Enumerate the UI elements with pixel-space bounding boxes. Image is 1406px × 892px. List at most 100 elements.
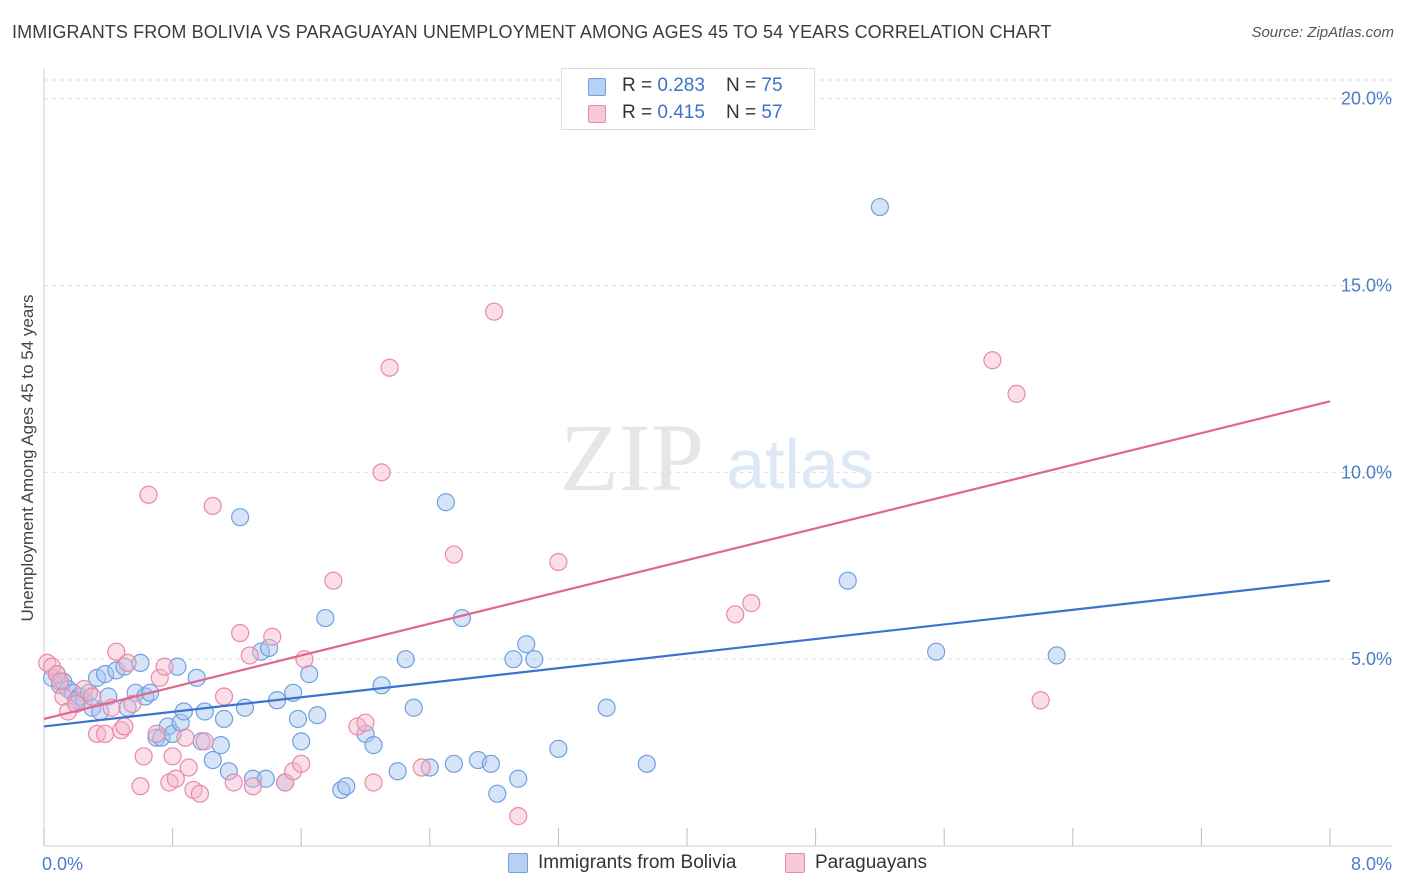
data-point: [356, 713, 375, 732]
data-point: [139, 485, 158, 504]
data-point: [243, 777, 263, 796]
data-point: [742, 594, 761, 613]
trend-lines: [43, 400, 1331, 728]
data-point: [637, 754, 656, 773]
tick-labels: 5.0% 10.0% 15.0% 20.0% 0.0% 8.0%: [42, 89, 1392, 874]
data-point: [388, 762, 407, 781]
data-point: [485, 302, 504, 321]
axes: [43, 68, 1392, 847]
data-point: [597, 698, 616, 717]
data-point: [219, 762, 238, 781]
bottom-legend-swatch-bolivia: [508, 853, 528, 873]
data-point: [166, 769, 185, 788]
watermark-zip: ZIP: [560, 404, 704, 511]
trend-line: [43, 400, 1331, 721]
data-point: [1031, 691, 1050, 710]
data-point: [444, 545, 464, 564]
data-point: [83, 687, 102, 706]
data-point: [364, 773, 383, 792]
data-point: [67, 694, 86, 714]
data-point: [316, 608, 335, 628]
data-point: [488, 784, 507, 803]
data-point: [214, 709, 234, 729]
bottom-legend-swatch-paraguayans: [785, 853, 805, 873]
data-point: [263, 627, 282, 646]
data-point: [163, 747, 182, 766]
legend-r-value-bolivia: 0.283: [657, 75, 705, 96]
data-point: [131, 777, 150, 796]
data-point: [243, 769, 263, 788]
data-point: [481, 754, 500, 773]
data-point: [259, 638, 279, 658]
data-point: [131, 653, 150, 673]
data-point: [214, 687, 234, 706]
data-point: [509, 769, 528, 788]
data-point: [203, 750, 222, 770]
data-point: [870, 197, 890, 217]
data-point: [404, 698, 423, 717]
data-point: [118, 653, 137, 673]
data-point: [337, 777, 356, 796]
data-point: [444, 754, 464, 773]
y-tick-label: 15.0%: [1341, 276, 1392, 296]
data-point: [95, 724, 115, 744]
source-credit: Source: ZipAtlas.com: [1251, 24, 1394, 41]
watermark: ZIP atlas: [560, 404, 874, 511]
data-point: [308, 706, 327, 725]
data-point: [726, 605, 745, 624]
data-point: [549, 552, 568, 572]
data-point: [150, 668, 169, 687]
data-point: [292, 754, 311, 773]
data-point: [155, 657, 174, 676]
points-bolivia: [42, 197, 1066, 803]
legend-swatch-paraguayans: [588, 105, 606, 123]
data-point: [115, 717, 134, 736]
data-point: [525, 650, 544, 669]
chart-title: IMMIGRANTS FROM BOLIVIA VS PARAGUAYAN UN…: [12, 22, 1052, 42]
data-point: [176, 728, 195, 747]
points-paraguayans: [38, 302, 1050, 826]
grid-lines: [44, 79, 1392, 660]
data-point: [224, 773, 243, 792]
legend-n-value-bolivia: 75: [761, 75, 783, 96]
data-point: [436, 493, 455, 512]
data-point: [134, 747, 153, 766]
data-point: [195, 732, 214, 751]
y-tick-label: 10.0%: [1341, 462, 1392, 482]
legend-r-label: R =: [622, 75, 658, 96]
data-point: [412, 758, 431, 777]
data-point: [927, 642, 946, 661]
data-point: [288, 709, 308, 729]
data-point: [99, 687, 118, 706]
data-point: [1047, 646, 1066, 665]
data-point: [1007, 384, 1026, 403]
correlation-legend: R = 0.283 N = 75 R = 0.415 N = 57: [561, 68, 815, 130]
data-point: [372, 463, 391, 482]
data-point: [983, 351, 1002, 370]
data-point: [240, 646, 259, 665]
data-point: [95, 665, 115, 684]
data-point: [211, 736, 230, 755]
data-point: [838, 571, 857, 590]
data-point: [195, 702, 214, 721]
data-point: [50, 672, 70, 691]
y-tick-label: 5.0%: [1351, 649, 1392, 669]
data-point: [231, 508, 250, 527]
x-tick-label: 0.0%: [42, 854, 83, 874]
legend-r-label: R =: [622, 102, 658, 123]
data-point: [203, 496, 222, 516]
watermark-atlas: atlas: [726, 425, 874, 503]
legend-n-label: N =: [726, 75, 762, 96]
legend-r-value-paraguayans: 0.415: [657, 102, 705, 123]
legend-swatch-bolivia: [588, 78, 606, 96]
bottom-legend-label-bolivia: Immigrants from Bolivia: [538, 852, 737, 873]
data-point: [364, 736, 383, 755]
y-axis-title: Unemployment Among Ages 45 to 54 years: [18, 294, 37, 622]
data-point: [168, 657, 187, 676]
legend-n-value-paraguayans: 57: [761, 102, 783, 123]
trend-line: [43, 579, 1331, 728]
data-point: [372, 676, 391, 695]
data-point: [324, 571, 343, 590]
data-point: [190, 784, 210, 803]
